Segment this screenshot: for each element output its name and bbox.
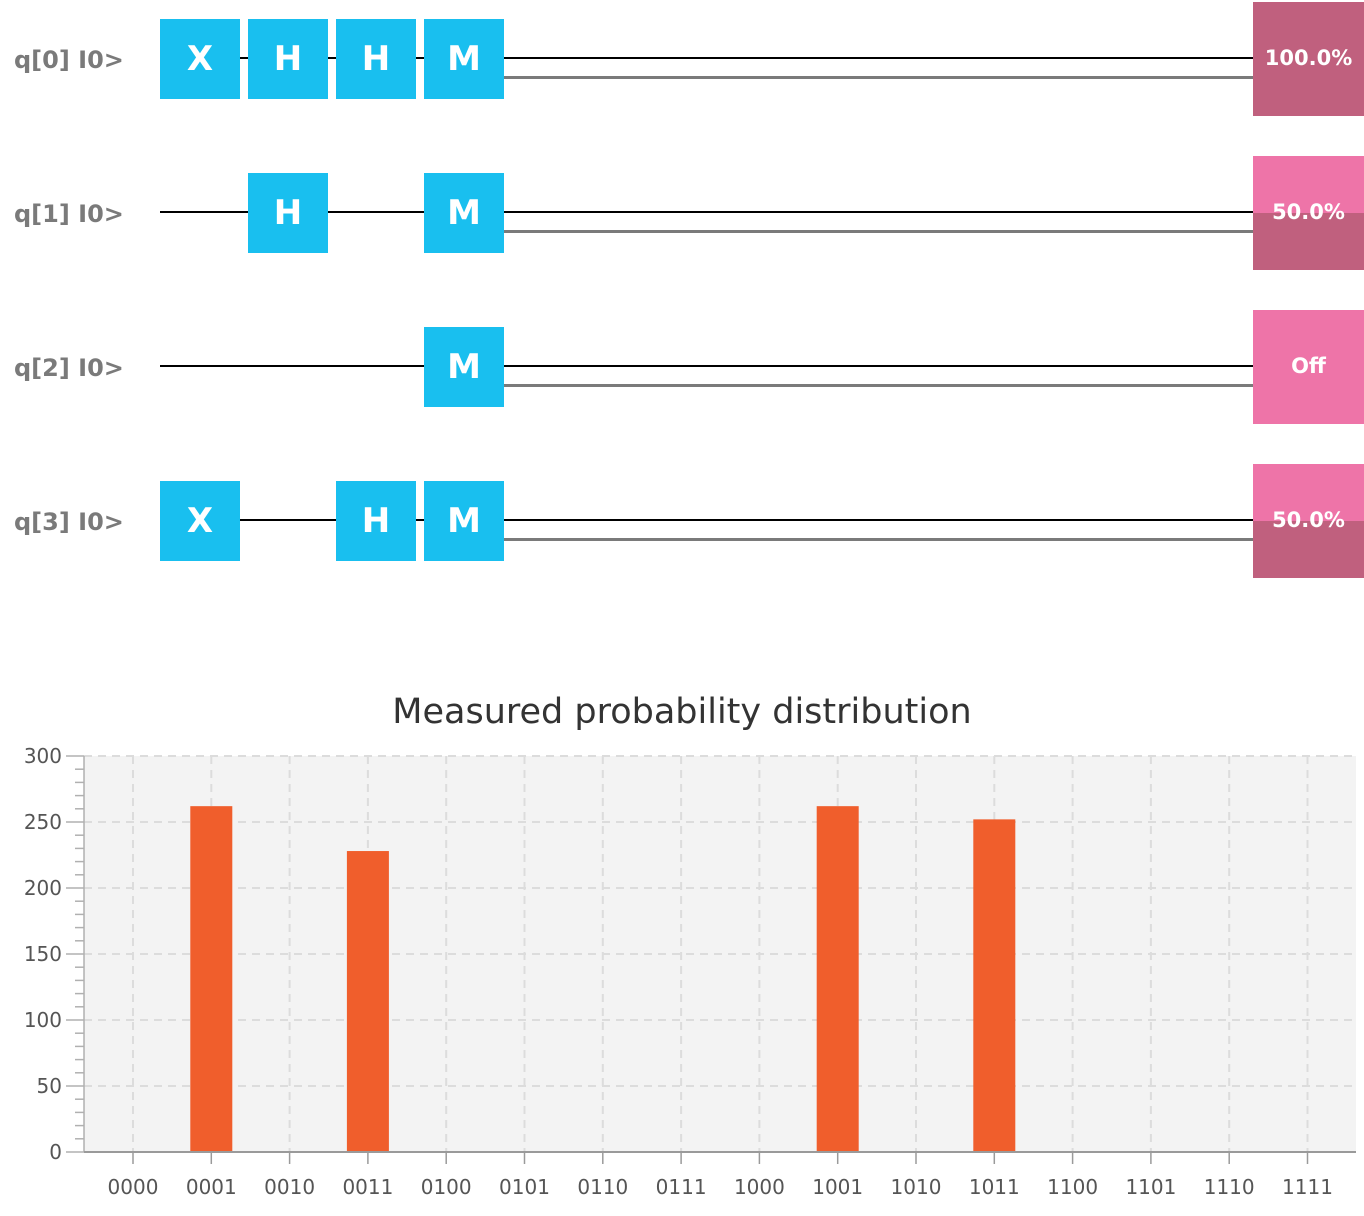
probability-display-q0: 100.0% (1253, 2, 1364, 116)
x-tick-label-0011: 0011 (342, 1175, 393, 1199)
y-tick-label-6: 300 (24, 744, 62, 768)
gate-q3-0[interactable]: X (160, 481, 240, 561)
x-tick-label-0101: 0101 (499, 1175, 550, 1199)
y-tick-label-4: 200 (24, 876, 62, 900)
gate-q0-1[interactable]: H (248, 19, 328, 99)
bar-1011 (973, 819, 1016, 1152)
probability-display-q3: 50.0% (1253, 464, 1364, 578)
x-tick-label-0111: 0111 (656, 1175, 707, 1199)
x-tick-label-0010: 0010 (264, 1175, 315, 1199)
y-tick-label-3: 150 (24, 942, 62, 966)
probability-text-q1: 50.0% (1272, 200, 1345, 224)
probability-text-q2: Off (1291, 354, 1326, 378)
qubit-label-3: q[3] I0> (14, 508, 124, 536)
x-tick-label-0001: 0001 (186, 1175, 237, 1199)
bar-1001 (816, 806, 859, 1152)
y-tick-label-0: 0 (49, 1140, 62, 1164)
x-tick-label-0110: 0110 (577, 1175, 628, 1199)
gate-q0-measure[interactable]: M (424, 19, 504, 99)
chart-title: Measured probability distribution (392, 692, 972, 732)
x-tick-label-0000: 0000 (108, 1175, 159, 1199)
qubit-label-0: q[0] I0> (14, 46, 124, 74)
gate-q1-0[interactable]: H (248, 173, 328, 253)
x-tick-label-1110: 1110 (1204, 1175, 1255, 1199)
probability-display-q1: 50.0% (1253, 156, 1364, 270)
quantum-wire-3 (160, 519, 1253, 521)
classical-wire-2 (504, 384, 1253, 387)
x-tick-label-1101: 1101 (1125, 1175, 1176, 1199)
y-tick-label-5: 250 (24, 810, 62, 834)
quantum-wire-1 (160, 211, 1253, 213)
quantum-wire-0 (160, 57, 504, 59)
bar-0001 (190, 806, 233, 1152)
quantum-wire-0-ext (504, 57, 1253, 59)
x-tick-label-1111: 1111 (1282, 1175, 1333, 1199)
gate-q1-measure[interactable]: M (424, 173, 504, 253)
x-tick-label-1001: 1001 (812, 1175, 863, 1199)
probability-text-q0: 100.0% (1264, 46, 1353, 70)
classical-wire-1 (504, 230, 1253, 233)
gate-q0-0[interactable]: X (160, 19, 240, 99)
x-tick-label-1011: 1011 (969, 1175, 1020, 1199)
classical-wire-3 (504, 538, 1253, 541)
x-tick-label-1100: 1100 (1047, 1175, 1098, 1199)
gate-q0-2[interactable]: H (336, 19, 416, 99)
y-tick-label-2: 100 (24, 1008, 62, 1032)
x-tick-label-1010: 1010 (891, 1175, 942, 1199)
y-tick-label-1: 50 (37, 1074, 62, 1098)
classical-wire-0 (504, 76, 1253, 79)
gate-q3-1[interactable]: H (336, 481, 416, 561)
probability-chart: 0 50 100 150 200 250 300 0000 0001 0010 0011 0100 01… (24, 744, 1356, 1199)
bar-0011 (346, 851, 389, 1152)
probability-text-q3: 50.0% (1272, 508, 1345, 532)
quantum-wire-2 (160, 365, 1253, 367)
x-tick-label-0100: 0100 (421, 1175, 472, 1199)
probability-display-q2: Off (1253, 310, 1364, 424)
gate-q2-measure[interactable]: M (424, 327, 504, 407)
gate-q3-measure[interactable]: M (424, 481, 504, 561)
x-tick-label-1000: 1000 (734, 1175, 785, 1199)
qubit-label-2: q[2] I0> (14, 354, 124, 382)
qubit-label-1: q[1] I0> (14, 200, 124, 228)
